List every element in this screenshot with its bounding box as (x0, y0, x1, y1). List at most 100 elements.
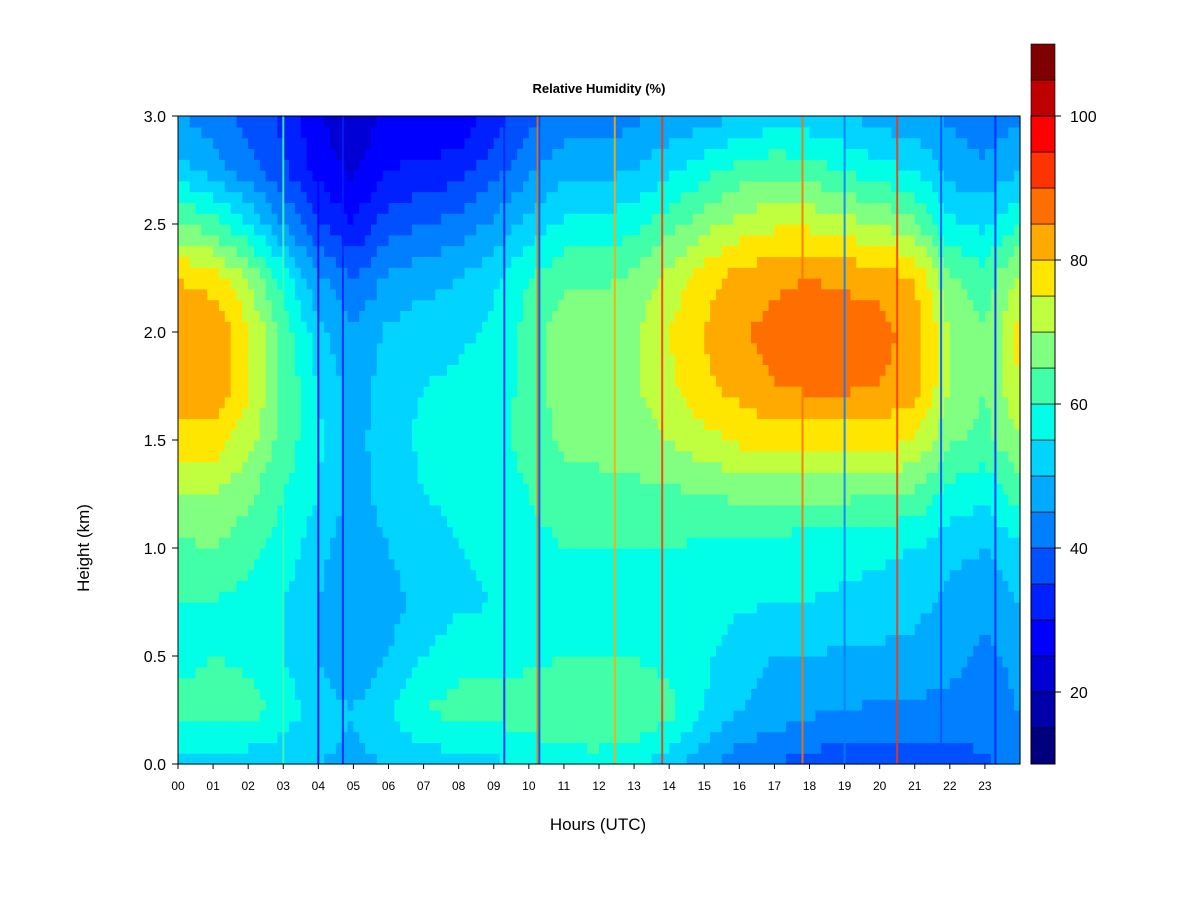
heatmap-cell (207, 612, 214, 625)
heatmap-cell (552, 569, 559, 581)
heatmap-cell (289, 710, 296, 722)
heatmap-cell (528, 731, 536, 743)
heatmap-cell (464, 548, 471, 560)
heatmap-cell (552, 386, 559, 398)
heatmap-cell (581, 299, 588, 311)
heatmap-cell (400, 202, 407, 214)
heatmap-cell (382, 170, 390, 182)
heatmap-cell (540, 461, 547, 473)
heatmap-cell (616, 332, 623, 344)
heatmap-cell (376, 699, 384, 711)
heatmap-cell (254, 418, 261, 430)
heatmap-cell (452, 688, 460, 700)
heatmap-cell (464, 623, 471, 635)
heatmap-cell (622, 386, 629, 398)
heatmap-cell (558, 558, 565, 571)
heatmap-cell (511, 666, 518, 679)
heatmap-cell (604, 386, 612, 398)
heatmap-cell (657, 666, 664, 679)
heatmap-cell (183, 699, 191, 711)
heatmap-cell (411, 159, 419, 171)
heatmap-cell (230, 159, 238, 171)
heatmap-cell (493, 364, 501, 376)
heatmap-cell (487, 321, 495, 333)
heatmap-cell (435, 731, 442, 743)
heatmap-cell (294, 137, 302, 149)
heatmap-cell (306, 245, 314, 257)
heatmap-cell (645, 288, 653, 301)
heatmap-cell (517, 224, 524, 236)
heatmap-cell (446, 666, 454, 679)
heatmap-cell (335, 386, 343, 398)
heatmap-cell (300, 180, 308, 193)
heatmap-cell (242, 288, 249, 301)
heatmap-cell (283, 224, 290, 236)
heatmap-cell (406, 278, 413, 290)
heatmap-cell (294, 483, 302, 495)
heatmap-cell (306, 386, 314, 398)
heatmap-cell (645, 526, 653, 538)
heatmap-cell (639, 440, 647, 452)
heatmap-cell (446, 569, 454, 581)
heatmap-cell (487, 591, 495, 603)
heatmap-cell (318, 353, 325, 365)
heatmap-cell (382, 310, 390, 322)
heatmap-cell (470, 332, 477, 344)
heatmap-cell (587, 483, 594, 495)
heatmap-cell (207, 375, 214, 387)
heatmap-cell (218, 720, 226, 733)
heatmap-cell (569, 461, 577, 473)
plot-area (177, 115, 1021, 765)
heatmap-cell (639, 720, 647, 733)
heatmap-cell (628, 623, 635, 635)
heatmap-cell (189, 720, 197, 733)
heatmap-cell (417, 548, 425, 560)
heatmap-cell (464, 148, 471, 160)
heatmap-cell (522, 213, 530, 225)
heatmap-cell (657, 245, 664, 257)
heatmap-cell (347, 504, 355, 517)
heatmap-cell (558, 137, 565, 149)
heatmap-cell (499, 677, 507, 689)
heatmap-cell (429, 656, 436, 668)
heatmap-cell (417, 396, 425, 409)
heatmap-cell (353, 407, 360, 419)
heatmap-cell (265, 612, 273, 625)
heatmap-cell (657, 537, 664, 549)
heatmap-cell (493, 580, 501, 592)
heatmap-cell (522, 548, 530, 560)
heatmap-cell (417, 321, 425, 333)
heatmap-cell (616, 386, 623, 398)
heatmap-cell (558, 126, 565, 139)
heatmap-cell (628, 753, 635, 765)
heatmap-cell (283, 666, 290, 679)
heatmap-cell (242, 569, 249, 581)
heatmap-cell (248, 526, 255, 538)
heatmap-cell (558, 407, 565, 419)
heatmap-cell (382, 526, 390, 538)
heatmap-cell (406, 548, 413, 560)
heatmap-cell (546, 515, 553, 527)
heatmap-cell (388, 515, 395, 527)
heatmap-cell (546, 170, 553, 182)
heatmap-cell (283, 710, 290, 722)
heatmap-cell (376, 245, 384, 257)
heatmap-cell (657, 137, 664, 149)
heatmap-cell (277, 180, 284, 193)
heatmap-cell (294, 612, 302, 625)
heatmap-cell (289, 645, 296, 657)
heatmap-cell (359, 170, 366, 182)
heatmap-cell (487, 386, 495, 398)
heatmap-cell (575, 720, 583, 733)
heatmap-cell (394, 677, 401, 689)
heatmap-cell (464, 256, 471, 268)
heatmap-cell (365, 666, 372, 679)
heatmap-cell (505, 526, 512, 538)
heatmap-cell (277, 688, 284, 700)
heatmap-cell (213, 580, 220, 592)
heatmap-cell (306, 353, 314, 365)
heatmap-cell (604, 407, 612, 419)
heatmap-cell (476, 353, 483, 365)
heatmap-cell (341, 440, 349, 452)
heatmap-cell (417, 429, 425, 441)
